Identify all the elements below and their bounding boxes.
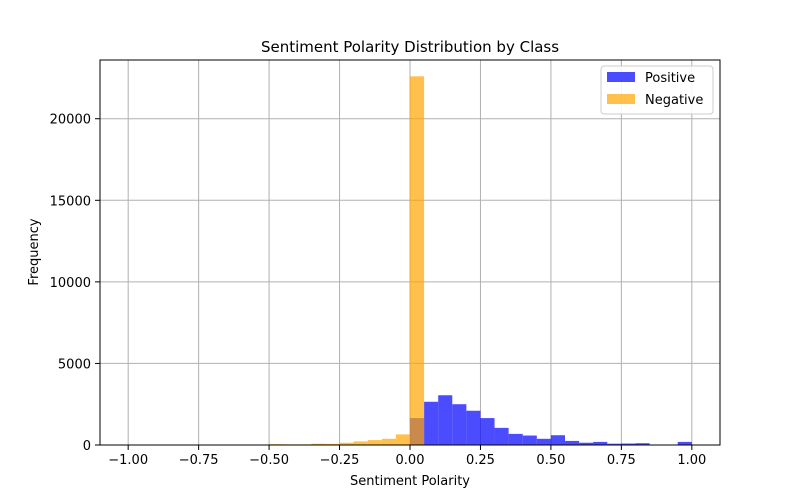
bar-positive	[495, 428, 509, 445]
x-tick-label: −0.75	[179, 453, 219, 468]
legend-label-positive: Positive	[645, 71, 695, 86]
bar-positive	[537, 439, 551, 445]
bar-negative	[368, 440, 382, 445]
legend-swatch-positive	[607, 72, 635, 82]
y-tick-label: 0	[83, 439, 91, 454]
bar-negative	[396, 434, 410, 445]
x-tick-label: 0.25	[466, 453, 495, 468]
bar-positive	[424, 402, 438, 445]
legend: Positive Negative	[601, 66, 713, 114]
bar-negative	[382, 439, 396, 445]
bar-negative	[354, 441, 368, 445]
y-tick-label: 20000	[50, 113, 91, 128]
y-tick-label: 5000	[58, 357, 91, 372]
x-tick-label: −0.50	[249, 453, 289, 468]
bar-positive	[509, 434, 523, 445]
bar-positive	[551, 435, 565, 445]
bar-positive	[565, 441, 579, 445]
x-tick-label: 0.50	[536, 453, 565, 468]
x-tick-label: −1.00	[108, 453, 148, 468]
legend-swatch-negative	[607, 94, 635, 104]
bar-positive	[523, 436, 537, 445]
bar-positive	[452, 404, 466, 445]
y-tick-label: 10000	[50, 276, 91, 291]
x-tick-label: −0.25	[320, 453, 360, 468]
y-axis-label: Frequency	[27, 218, 42, 285]
legend-label-negative: Negative	[645, 93, 703, 108]
bar-negative	[410, 76, 424, 445]
x-tick-label: 0.75	[607, 453, 636, 468]
x-axis-label: Sentiment Polarity	[350, 474, 470, 489]
bar-positive	[480, 418, 494, 445]
y-tick-label: 15000	[50, 194, 91, 209]
bar-positive	[466, 411, 480, 445]
x-tick-label: 0.00	[396, 453, 425, 468]
x-tick-label: 1.00	[677, 453, 706, 468]
chart-title: Sentiment Polarity Distribution by Class	[261, 38, 559, 56]
bar-positive	[438, 395, 452, 445]
